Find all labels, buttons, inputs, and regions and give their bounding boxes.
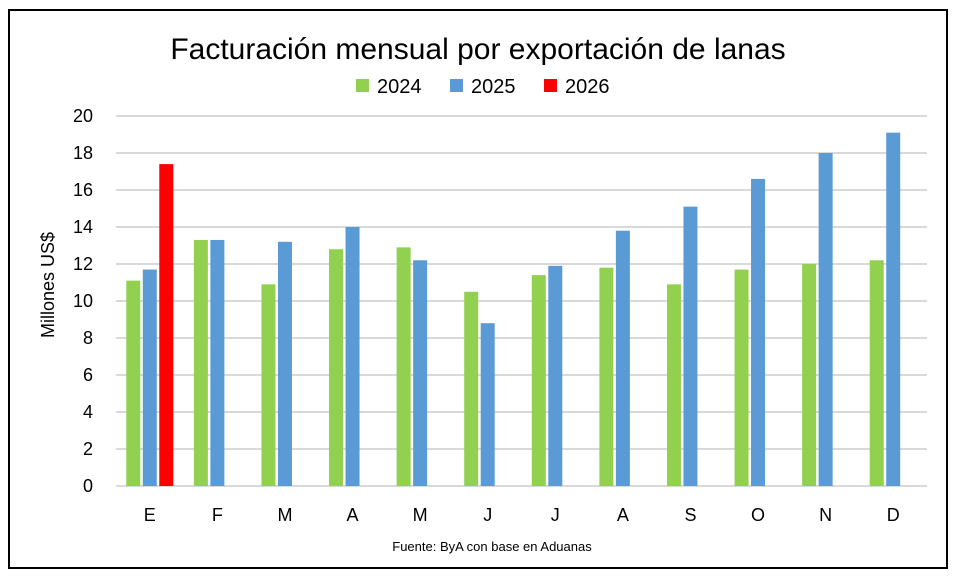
bar-2025-10 [818, 153, 833, 486]
y-tick-label: 20 [73, 106, 93, 126]
legend-label-2024: 2024 [377, 76, 422, 98]
y-axis-label: Millones US$ [38, 232, 58, 338]
bar-2025-7 [615, 230, 630, 486]
x-tick-label: S [684, 505, 696, 525]
bar-2025-6 [548, 265, 563, 486]
bar-2024-5 [464, 291, 479, 486]
bar-2024-2 [261, 284, 276, 486]
bar-2024-10 [802, 264, 817, 486]
y-tick-label: 8 [83, 328, 93, 348]
source-note: Fuente: ByA con base en Aduanas [392, 539, 592, 554]
bar-2025-4 [413, 260, 428, 486]
chart-title: Facturación mensual por exportación de l… [170, 33, 785, 66]
bar-2026-0 [159, 164, 174, 486]
x-tick-label: M [277, 505, 292, 525]
bar-2024-8 [666, 284, 681, 486]
x-tick-label: A [347, 505, 359, 525]
bar-2024-9 [734, 269, 749, 486]
x-tick-label: J [551, 505, 560, 525]
bar-2024-11 [869, 260, 884, 486]
bar-2025-2 [277, 241, 292, 486]
bars [126, 132, 901, 486]
bar-2025-8 [683, 206, 698, 486]
bar-2024-0 [126, 280, 141, 486]
x-tick-label: E [144, 505, 156, 525]
x-tick-label: N [819, 505, 832, 525]
gridlines [116, 115, 927, 487]
y-axis-ticks: 0 2 4 6 8 10 12 14 16 18 20 [73, 106, 93, 496]
x-tick-label: D [887, 505, 900, 525]
bar-2025-5 [480, 323, 495, 486]
legend-swatch-2024 [356, 79, 369, 92]
bar-2025-3 [345, 227, 360, 486]
y-tick-label: 6 [83, 365, 93, 385]
x-tick-label: A [617, 505, 629, 525]
y-tick-label: 14 [73, 217, 93, 237]
bar-2025-11 [886, 132, 901, 486]
y-tick-label: 12 [73, 254, 93, 274]
bar-2025-9 [751, 178, 766, 486]
bar-2024-1 [193, 239, 208, 486]
y-tick-label: 2 [83, 439, 93, 459]
chart-frame [8, 9, 948, 569]
bar-2024-4 [396, 247, 411, 486]
y-tick-label: 4 [83, 402, 93, 422]
y-tick-label: 10 [73, 291, 93, 311]
legend: 2024 2025 2026 [356, 76, 610, 98]
legend-swatch-2025 [450, 79, 463, 92]
bar-2024-6 [531, 275, 546, 486]
bar-2025-1 [210, 239, 225, 486]
x-tick-label: J [483, 505, 492, 525]
x-tick-label: M [413, 505, 428, 525]
legend-swatch-2026 [544, 79, 557, 92]
bar-2024-7 [599, 267, 614, 486]
legend-label-2026: 2026 [565, 76, 610, 98]
bar-2024-3 [329, 249, 344, 486]
x-tick-label: O [751, 505, 765, 525]
y-tick-label: 18 [73, 143, 93, 163]
y-tick-label: 16 [73, 180, 93, 200]
bar-2025-0 [142, 269, 157, 486]
x-tick-label: F [212, 505, 223, 525]
legend-label-2025: 2025 [471, 76, 516, 98]
y-tick-label: 0 [83, 476, 93, 496]
